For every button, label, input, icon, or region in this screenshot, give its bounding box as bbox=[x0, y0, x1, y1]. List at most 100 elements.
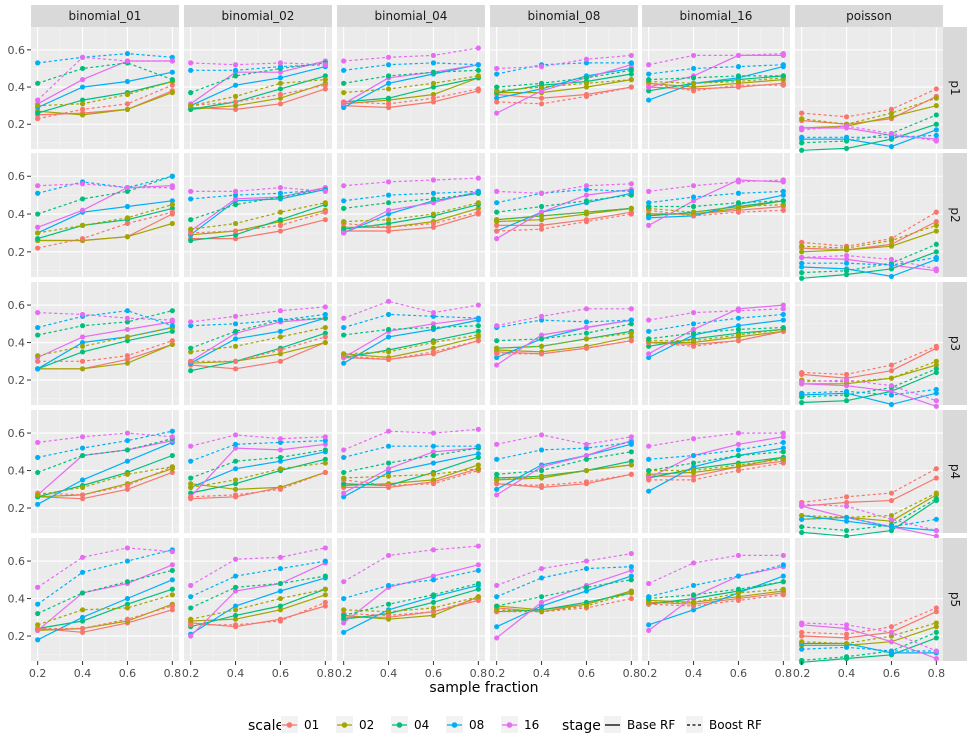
series-line-04-boost bbox=[190, 188, 326, 221]
data-point bbox=[494, 200, 500, 206]
data-point bbox=[583, 84, 590, 90]
data-point bbox=[799, 524, 805, 530]
data-point bbox=[799, 390, 805, 396]
data-point bbox=[646, 351, 652, 357]
data-point bbox=[341, 447, 347, 453]
data-point bbox=[475, 466, 481, 472]
data-point bbox=[735, 203, 742, 210]
row-strip bbox=[943, 282, 967, 405]
data-point bbox=[188, 319, 194, 325]
series-line-02-boost bbox=[343, 596, 479, 613]
y-tick-label: 0.4 bbox=[8, 208, 26, 221]
data-point bbox=[690, 582, 697, 589]
series-line-04-base bbox=[801, 371, 937, 404]
data-point bbox=[735, 73, 742, 79]
series-line-16-base bbox=[496, 440, 632, 496]
series-line-02-boost bbox=[648, 204, 784, 213]
data-point bbox=[583, 80, 590, 86]
series-line-08-base bbox=[343, 453, 479, 498]
series-line-01-boost bbox=[648, 330, 784, 347]
series-line-16-base bbox=[801, 256, 937, 272]
data-point bbox=[780, 311, 786, 318]
data-point bbox=[277, 328, 284, 334]
data-point bbox=[843, 388, 850, 394]
series-line-01-boost bbox=[801, 88, 937, 118]
data-point bbox=[232, 432, 239, 438]
data-point bbox=[277, 101, 284, 107]
data-point bbox=[124, 334, 131, 340]
series-line-02-boost bbox=[190, 326, 326, 353]
data-point bbox=[124, 447, 131, 453]
data-point bbox=[169, 464, 175, 470]
data-point bbox=[322, 82, 328, 88]
data-point bbox=[124, 308, 131, 314]
data-point bbox=[888, 648, 895, 654]
data-point bbox=[628, 211, 634, 217]
data-point bbox=[628, 52, 634, 59]
series-line-02-base bbox=[648, 79, 784, 88]
data-point bbox=[538, 565, 545, 572]
legend-key-point bbox=[396, 722, 403, 728]
data-point bbox=[780, 552, 786, 559]
series-line-01-boost bbox=[343, 88, 479, 105]
series-line-16-boost bbox=[343, 428, 479, 451]
facet-panel bbox=[337, 282, 485, 405]
data-point bbox=[169, 82, 175, 88]
data-point bbox=[475, 67, 481, 73]
legend-scale-label: 04 bbox=[414, 718, 429, 732]
data-point bbox=[843, 138, 850, 144]
data-point bbox=[385, 460, 392, 466]
data-point bbox=[277, 447, 284, 453]
data-point bbox=[341, 99, 347, 105]
legend-scale-title: scale bbox=[248, 718, 284, 734]
data-point bbox=[799, 394, 805, 400]
data-point bbox=[341, 351, 347, 357]
data-point bbox=[322, 334, 328, 340]
data-point bbox=[799, 127, 805, 133]
data-point bbox=[169, 469, 175, 476]
data-point bbox=[843, 256, 850, 262]
data-point bbox=[628, 192, 634, 198]
series-line-04-boost bbox=[648, 451, 784, 472]
series-line-01-boost bbox=[190, 211, 326, 234]
data-point bbox=[277, 209, 284, 215]
data-point bbox=[124, 616, 131, 622]
facet-panel bbox=[642, 410, 790, 533]
series-line-01-boost bbox=[190, 336, 326, 362]
data-point bbox=[79, 112, 86, 118]
data-point bbox=[538, 332, 545, 338]
data-point bbox=[385, 466, 392, 472]
x-tick-label: 0.8 bbox=[470, 667, 488, 680]
series-line-16-boost bbox=[37, 432, 173, 443]
data-point bbox=[124, 338, 131, 344]
data-point bbox=[341, 226, 347, 232]
data-point bbox=[169, 603, 175, 609]
data-point bbox=[475, 86, 481, 92]
y-tick-label: 0.4 bbox=[8, 465, 26, 478]
series-line-01-base bbox=[801, 477, 937, 507]
series-line-04-boost bbox=[343, 69, 479, 84]
series-line-16-boost bbox=[496, 434, 632, 445]
data-point bbox=[385, 443, 392, 449]
series-line-16-base bbox=[801, 383, 937, 407]
series-line-08-boost bbox=[801, 516, 937, 528]
y-tick-label: 0.6 bbox=[8, 170, 26, 183]
series-line-02-base bbox=[343, 207, 479, 228]
y-tick-label: 0.6 bbox=[8, 555, 26, 568]
series-line-04-boost bbox=[648, 581, 784, 600]
data-point bbox=[690, 330, 697, 336]
data-point bbox=[735, 430, 742, 436]
data-point bbox=[735, 200, 742, 206]
series-line-16-boost bbox=[343, 300, 479, 319]
data-point bbox=[169, 549, 175, 555]
data-point bbox=[475, 200, 481, 206]
series-line-02-base bbox=[343, 336, 479, 359]
series-line-16-base bbox=[496, 319, 632, 366]
data-point bbox=[799, 512, 805, 519]
data-point bbox=[430, 592, 437, 598]
data-point bbox=[538, 203, 545, 210]
data-point bbox=[780, 207, 786, 213]
series-line-08-base bbox=[496, 575, 632, 628]
x-tick-label: 0.4 bbox=[74, 667, 92, 680]
data-point bbox=[35, 80, 41, 86]
